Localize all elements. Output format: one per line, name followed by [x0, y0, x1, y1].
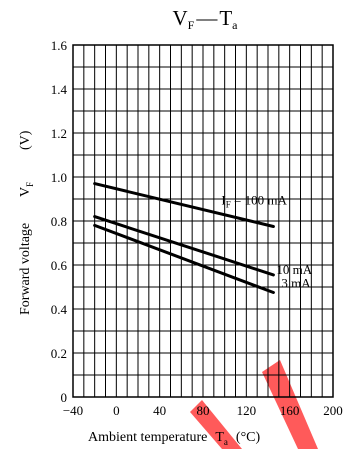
y-axis-label-unit-text: (V)	[18, 130, 33, 150]
y-axis-label-text: Forward voltage	[18, 223, 33, 315]
plot-frame	[72, 44, 334, 398]
y-axis-label-var-group: VF	[18, 182, 35, 197]
title-dash: —	[195, 6, 218, 30]
series-label-value: 10 mA	[276, 262, 312, 277]
title-var: T	[219, 6, 232, 30]
x-tick-label: −40	[63, 403, 83, 418]
y-axis-label: Forward voltage(V)	[18, 223, 33, 315]
series-label: 10 mA	[276, 262, 312, 277]
x-axis-label-unit: (°C)	[236, 430, 261, 445]
series-line	[93, 223, 275, 294]
x-axis-label-text: Ambient temperature	[88, 430, 207, 445]
x-tick-label: 120	[237, 403, 257, 418]
series-line	[93, 215, 275, 277]
x-axis-label-var: T	[215, 430, 224, 445]
watermark	[190, 360, 318, 449]
title-main: V	[172, 6, 187, 30]
x-tick-label: 200	[323, 403, 343, 418]
y-tick-label: 0.2	[51, 346, 67, 361]
y-tick-label: 1.0	[51, 170, 67, 185]
series-line	[93, 182, 275, 228]
series-label-sub: F	[226, 200, 231, 210]
y-axis-label-var: V	[18, 187, 33, 197]
chart-title: VF—Ta	[172, 6, 238, 32]
y-tick-label: 1.4	[51, 82, 68, 97]
y-tick-label: 0.4	[51, 302, 68, 317]
series-label-value: 3 mA	[281, 276, 311, 291]
series-label-value: = 100 mA	[231, 193, 288, 208]
tick-labels: −40 0 40 80 120 160 20000.20.40.60.81.01.21.41…	[51, 38, 343, 418]
y-tick-label: 1.2	[51, 126, 67, 141]
series: IF = 100 mA 10 mA3 mA	[93, 182, 313, 294]
x-tick-label: 0	[113, 403, 120, 418]
y-axis-label-var-sub: F	[25, 182, 35, 187]
y-tick-label: 0.6	[51, 258, 68, 273]
x-tick-label: 160	[280, 403, 300, 418]
series-label: 3 mA	[281, 276, 311, 291]
x-tick-label: 40	[153, 403, 166, 418]
grid	[72, 44, 334, 398]
x-axis-label: Ambient temperature Ta (°C)	[88, 430, 261, 447]
x-tick-label: 80	[197, 403, 210, 418]
x-axis-label-var-sub: a	[224, 437, 228, 447]
y-tick-label: 1.6	[51, 38, 68, 53]
title-var-sub: a	[232, 18, 238, 32]
title-main-sub: F	[188, 18, 195, 32]
y-tick-label: 0	[61, 390, 68, 405]
series-label: IF = 100 mA	[221, 193, 287, 210]
y-tick-label: 0.8	[51, 214, 67, 229]
series-label-var: I	[221, 193, 225, 208]
